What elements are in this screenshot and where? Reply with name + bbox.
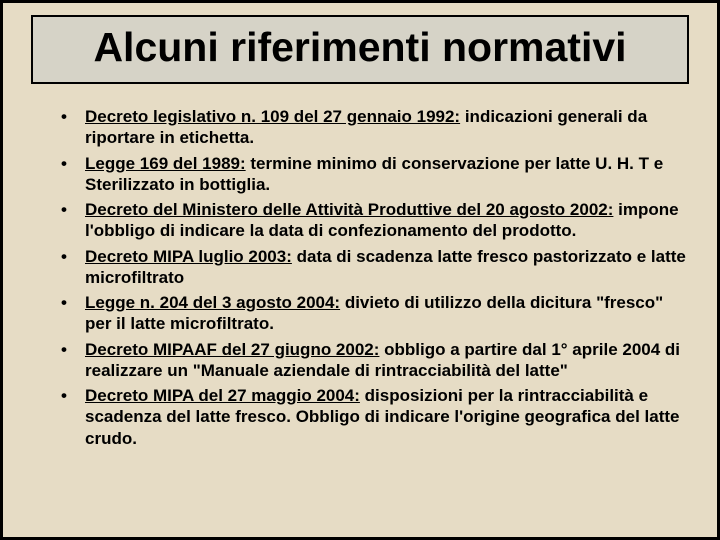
list-item: Decreto MIPA luglio 2003: data di scaden… (61, 246, 689, 289)
bullet-lead: Decreto MIPA del 27 maggio 2004: (85, 386, 360, 405)
slide: Alcuni riferimenti normativi Decreto leg… (0, 0, 720, 540)
list-item: Legge n. 204 del 3 agosto 2004: divieto … (61, 292, 689, 335)
list-item: Legge 169 del 1989: termine minimo di co… (61, 153, 689, 196)
list-item: Decreto MIPA del 27 maggio 2004: disposi… (61, 385, 689, 449)
bullet-lead: Decreto MIPAAF del 27 giugno 2002: (85, 340, 379, 359)
bullet-list: Decreto legislativo n. 109 del 27 gennai… (31, 106, 689, 453)
list-item: Decreto MIPAAF del 27 giugno 2002: obbli… (61, 339, 689, 382)
bullet-lead: Legge n. 204 del 3 agosto 2004: (85, 293, 340, 312)
list-item: Decreto del Ministero delle Attività Pro… (61, 199, 689, 242)
bullet-lead: Decreto legislativo n. 109 del 27 gennai… (85, 107, 460, 126)
slide-title: Alcuni riferimenti normativi (43, 25, 677, 70)
title-box: Alcuni riferimenti normativi (31, 15, 689, 84)
bullet-lead: Legge 169 del 1989: (85, 154, 246, 173)
list-item: Decreto legislativo n. 109 del 27 gennai… (61, 106, 689, 149)
bullet-lead: Decreto del Ministero delle Attività Pro… (85, 200, 613, 219)
bullet-lead: Decreto MIPA luglio 2003: (85, 247, 292, 266)
